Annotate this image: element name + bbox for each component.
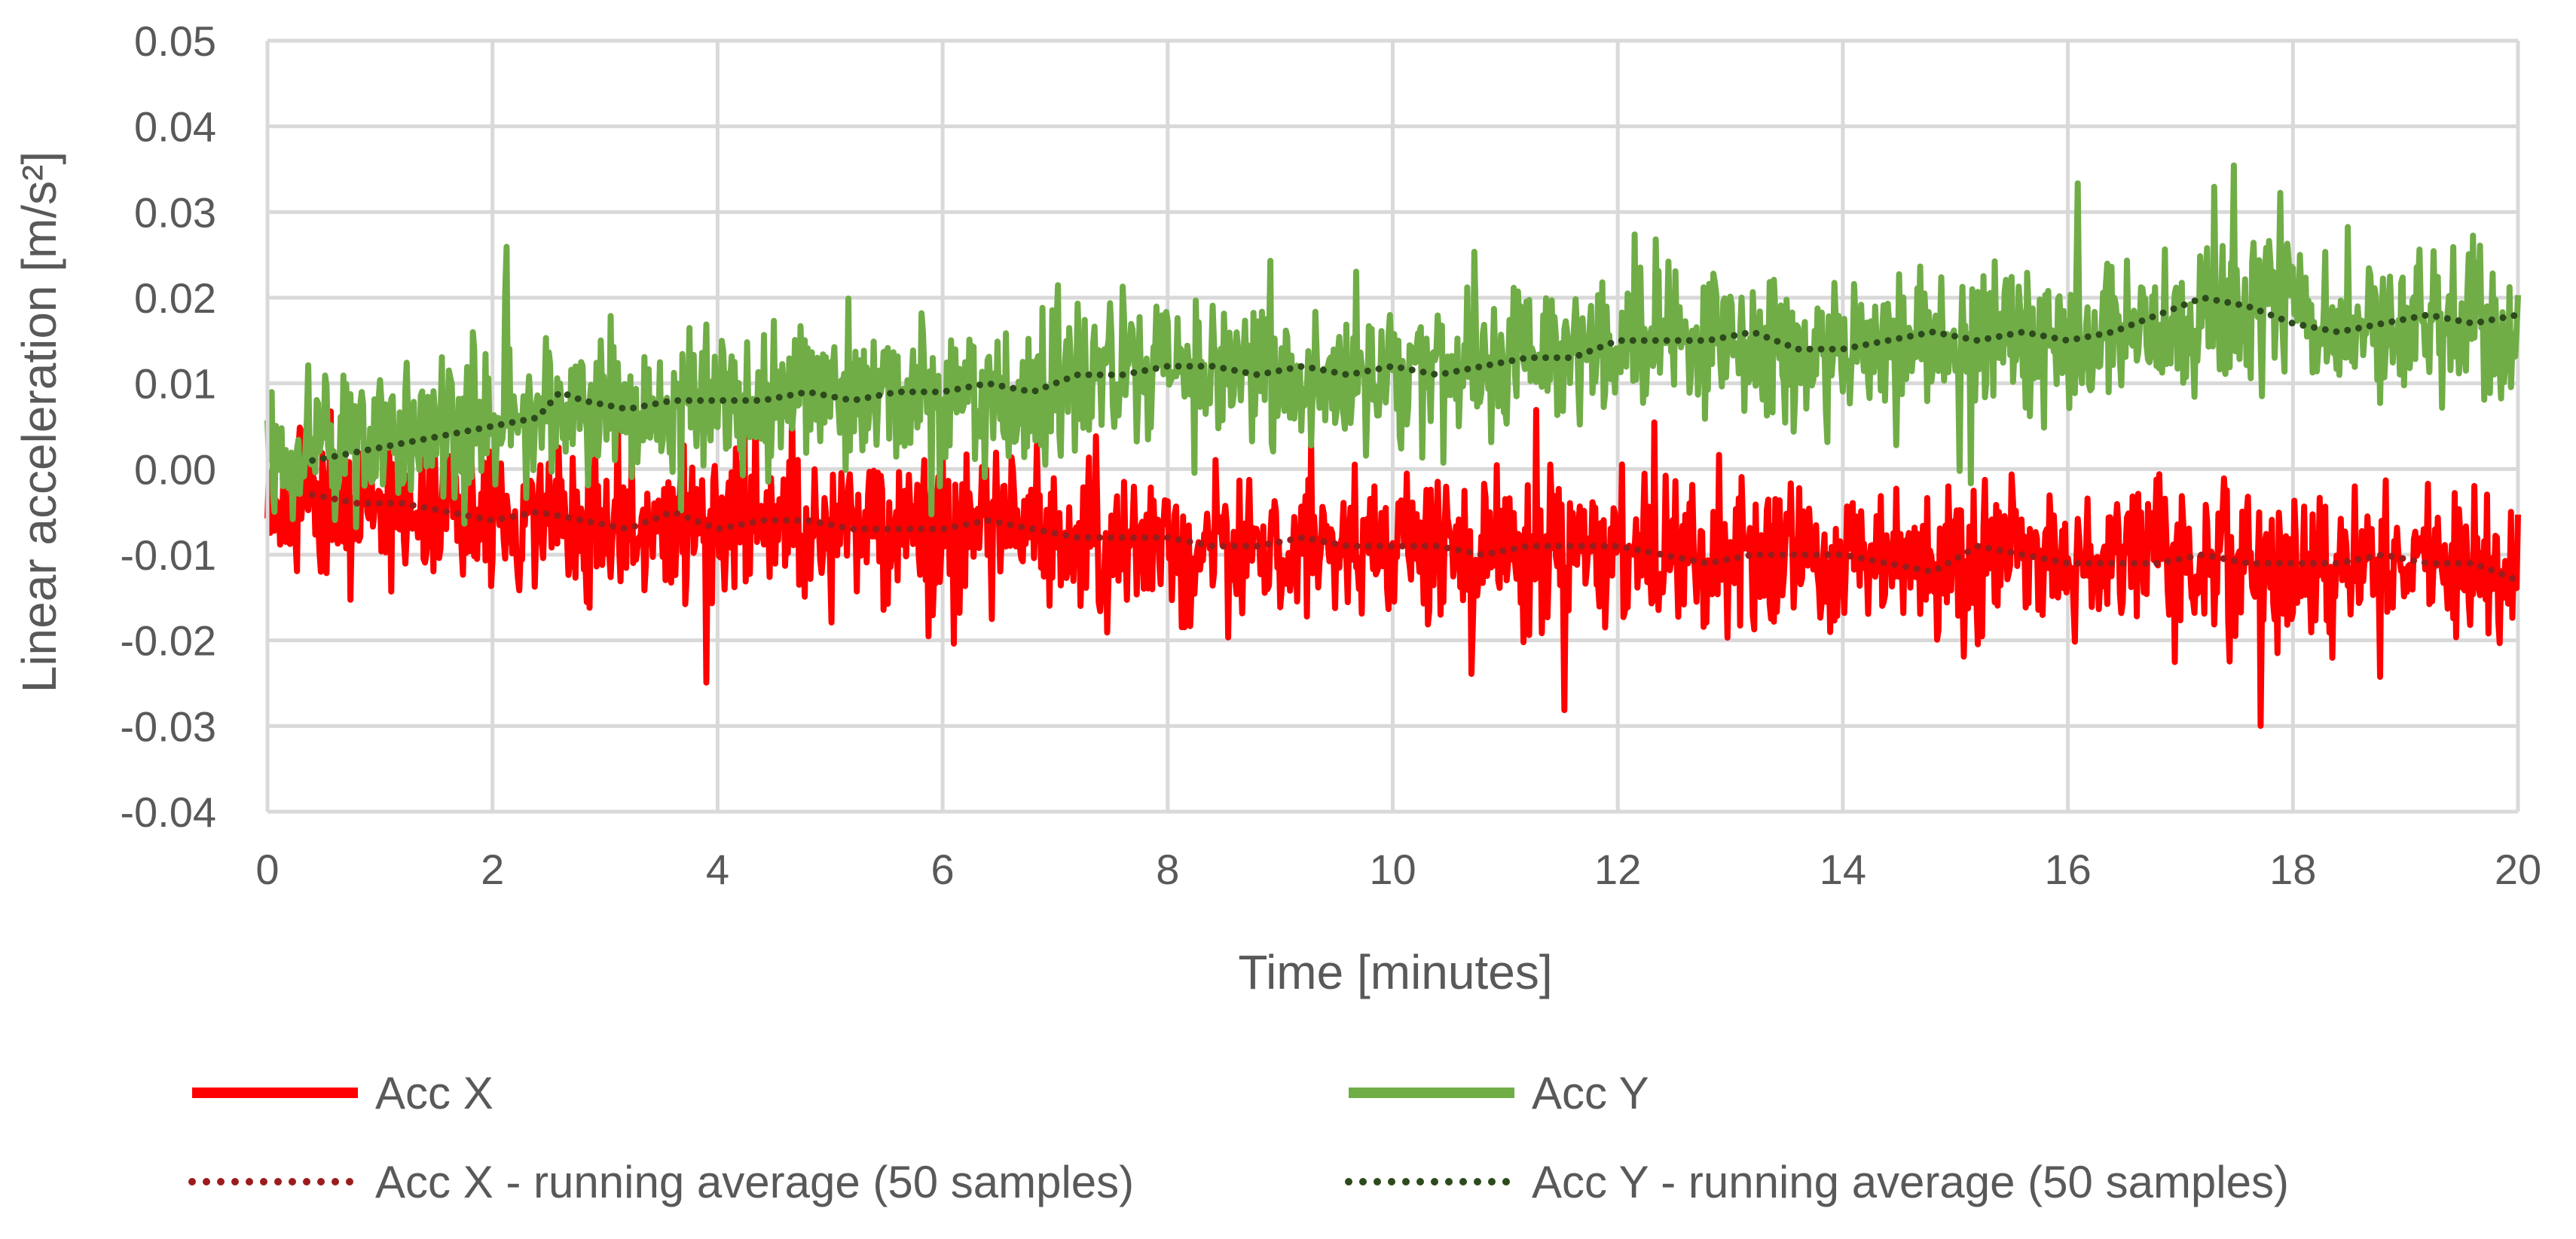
y-tick-label: 0.05 [134,17,216,65]
x-tick-label: 6 [931,846,955,893]
x-tick-label: 18 [2269,846,2316,893]
y-tick-label: 0.00 [134,445,216,493]
series-line-acc-y [264,162,2521,531]
series-line-acc-x-running-average [309,491,2522,584]
x-tick-label: 8 [1156,846,1179,893]
y-tick-label: 0.02 [134,274,216,322]
y-tick-label: 0.04 [134,103,216,151]
legend-item-acc-y-running-average: Acc Y - running average (50 samples) [1345,1157,2289,1207]
x-tick-label: 10 [1369,846,1416,893]
legend-label-acc-x: Acc X [375,1068,494,1118]
series-line-acc-y-running-average [309,294,2522,464]
y-tick-label: -0.01 [120,531,216,579]
y-tick-label: 0.01 [134,360,216,408]
x-tick-label: 0 [255,846,279,893]
x-tick-label: 16 [2044,846,2091,893]
x-tick-label: 2 [481,846,504,893]
legend-label-acc-y: Acc Y [1532,1068,1649,1118]
x-axis-title: Time [minutes] [1238,945,1552,999]
y-axis-tick-labels: -0.04 -0.03 -0.02 -0.01 0.00 0.01 0.02 0.03 0.04… [120,17,216,836]
y-axis-title: Linear acceleration [m/s²] [12,151,66,693]
y-tick-label: -0.03 [120,702,216,750]
legend-label-acc-x-running-average: Acc X - running average (50 samples) [375,1157,1134,1207]
y-tick-label: -0.04 [120,788,216,836]
x-tick-label: 14 [1820,846,1866,893]
y-tick-label: 0.03 [134,188,216,236]
legend-item-acc-x-running-average: Acc X - running average (50 samples) [188,1157,1134,1207]
legend-label-acc-y-running-average: Acc Y - running average (50 samples) [1532,1157,2289,1207]
y-tick-label: -0.02 [120,617,216,665]
x-tick-label: 4 [706,846,729,893]
legend-item-acc-x: Acc X [192,1068,494,1118]
x-tick-label: 20 [2495,846,2541,893]
legend-item-acc-y: Acc Y [1349,1068,1649,1118]
x-axis-tick-labels: 0 2 4 6 8 10 12 14 16 18 20 [255,846,2541,893]
legend: Acc X Acc Y Acc X - running average (50 … [188,1068,2289,1207]
x-tick-label: 12 [1594,846,1641,893]
series-line-acc-x [264,397,2521,730]
plot-series [264,41,2522,814]
